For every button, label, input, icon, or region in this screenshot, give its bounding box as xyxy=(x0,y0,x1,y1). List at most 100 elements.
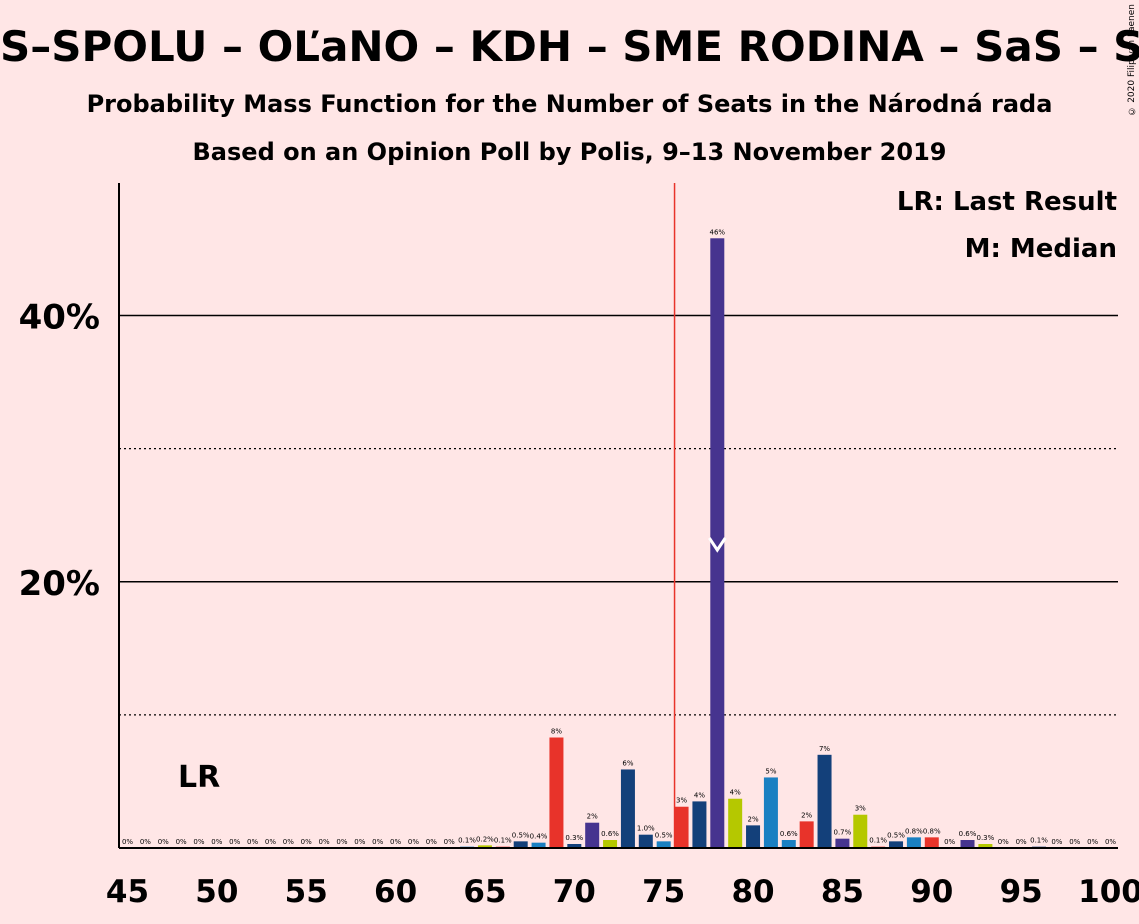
bar-value-label: 0% xyxy=(1051,838,1062,846)
x-tick-label: 50 xyxy=(195,874,238,910)
bar-value-label: 0% xyxy=(998,838,1009,846)
x-tick-label: 95 xyxy=(1000,874,1043,910)
bar-value-label: 0% xyxy=(426,838,437,846)
x-tick-label: 70 xyxy=(553,874,596,910)
bar-value-label: 0.3% xyxy=(565,834,583,842)
bar-value-label: 0% xyxy=(122,838,133,846)
bar-value-label: 8% xyxy=(551,728,562,736)
bar-value-label: 0.6% xyxy=(959,830,977,838)
bar-value-label: 0% xyxy=(176,838,187,846)
chart-subtitle: Probability Mass Function for the Number… xyxy=(86,90,1053,118)
bar-value-label: 4% xyxy=(694,791,705,799)
bar-seats-67 xyxy=(513,841,528,848)
bar-value-label: 3% xyxy=(676,797,687,805)
bar-value-label: 0% xyxy=(1087,838,1098,846)
axes: 20% 40% 45 50 55 60 65 70 75 80 85 90 95 100 xyxy=(19,183,1139,910)
last-result-marker: LR xyxy=(178,760,220,795)
bar-value-label: 0% xyxy=(193,838,204,846)
bar-seats-68 xyxy=(531,842,546,848)
bar-value-label: 0.1% xyxy=(458,837,476,845)
bar-value-label: 0.2% xyxy=(476,835,494,843)
x-tick-label: 75 xyxy=(642,874,685,910)
bar-value-label: 0% xyxy=(283,838,294,846)
bar-value-label: 0% xyxy=(158,838,169,846)
bar-seats-92 xyxy=(960,840,975,848)
bar-value-label: 0% xyxy=(944,838,955,846)
bar-value-label: 0% xyxy=(229,838,240,846)
bar-value-label: 0% xyxy=(372,838,383,846)
bar-value-label: 0% xyxy=(1069,838,1080,846)
bar-value-label: 0.5% xyxy=(655,831,673,839)
bar-value-label: 0.1% xyxy=(494,837,512,845)
legend-median: M: Median xyxy=(965,234,1117,264)
x-tick-label: 60 xyxy=(374,874,417,910)
bar-value-label: 0% xyxy=(444,838,455,846)
chart-source: Based on an Opinion Poll by Polis, 9–13 … xyxy=(192,138,947,166)
bar-value-label: 0.5% xyxy=(512,831,530,839)
bar-value-label: 0.7% xyxy=(834,829,852,837)
bar-seats-84 xyxy=(817,754,832,848)
bar-seats-77 xyxy=(692,801,707,848)
gridlines xyxy=(119,183,1118,848)
bar-seats-73 xyxy=(620,769,635,848)
bar-seats-83 xyxy=(799,821,814,848)
bar-value-label: 0% xyxy=(319,838,330,846)
bar-seats-75 xyxy=(656,841,671,848)
bar-value-label: 46% xyxy=(710,228,726,236)
x-tick-label: 85 xyxy=(821,874,864,910)
bar-value-label: 0.6% xyxy=(780,830,798,838)
bar-value-label: 0% xyxy=(354,838,365,846)
bar-seats-86 xyxy=(853,814,868,848)
bar-value-label: 0% xyxy=(301,838,312,846)
bar-value-label: 0.3% xyxy=(976,834,994,842)
bar-seats-81 xyxy=(763,777,778,848)
bar-seats-71 xyxy=(585,822,600,848)
x-tick-label: 80 xyxy=(731,874,774,910)
x-tick-label: 55 xyxy=(285,874,328,910)
bar-value-label: 0% xyxy=(140,838,151,846)
chart-title: S–SPOLU – OĽaNO – KDH – SME RODINA – SaS… xyxy=(0,22,1139,71)
bars xyxy=(460,238,1047,849)
bar-value-label: 0% xyxy=(1105,838,1116,846)
median-marker xyxy=(708,537,727,553)
bar-seats-70 xyxy=(567,844,582,848)
bar-seats-76 xyxy=(674,806,689,848)
x-tick-label: 45 xyxy=(106,874,149,910)
y-tick-label: 40% xyxy=(19,298,100,338)
bar-seats-78 xyxy=(710,238,725,849)
bar-seats-65 xyxy=(477,845,492,848)
bar-value-label: 2% xyxy=(587,813,598,821)
bar-value-label: 0% xyxy=(390,838,401,846)
bar-seats-88 xyxy=(889,841,904,848)
legend-last-result: LR: Last Result xyxy=(897,187,1117,217)
bar-value-label: 0.6% xyxy=(601,830,619,838)
bar-value-label: 0.4% xyxy=(530,833,548,841)
y-tick-label: 20% xyxy=(19,564,100,604)
bar-value-label: 0.1% xyxy=(1030,837,1048,845)
bar-seats-85 xyxy=(835,838,850,848)
bar-value-label: 2% xyxy=(801,811,812,819)
bar-value-label: 0% xyxy=(247,838,258,846)
bar-seats-93 xyxy=(978,844,993,848)
x-tick-label: 65 xyxy=(463,874,506,910)
bar-seats-82 xyxy=(781,840,796,848)
bar-seats-72 xyxy=(603,840,618,848)
bar-value-label: 3% xyxy=(855,805,866,813)
bar-seats-79 xyxy=(728,798,743,848)
x-tick-label: 100 xyxy=(1078,874,1139,910)
bar-seats-74 xyxy=(638,834,653,848)
bar-value-label: 6% xyxy=(622,759,633,767)
bar-labels: 0% 0% 0% 0% 0% 0% 0% 0% 0% 0% 0% 0% 0% 0% 0% 0% 0% 0% 0% 0.… xyxy=(122,228,1116,846)
bar-value-label: 7% xyxy=(819,745,830,753)
bar-value-label: 0.5% xyxy=(887,831,905,839)
bar-value-label: 0% xyxy=(336,838,347,846)
bar-value-label: 0% xyxy=(211,838,222,846)
bar-value-label: 4% xyxy=(730,789,741,797)
bar-value-label: 2% xyxy=(747,815,758,823)
bar-seats-89 xyxy=(906,837,921,848)
bar-value-label: 0.1% xyxy=(869,837,887,845)
bar-value-label: 0.8% xyxy=(923,827,941,835)
bar-value-label: 1.0% xyxy=(637,825,655,833)
x-tick-label: 90 xyxy=(910,874,953,910)
